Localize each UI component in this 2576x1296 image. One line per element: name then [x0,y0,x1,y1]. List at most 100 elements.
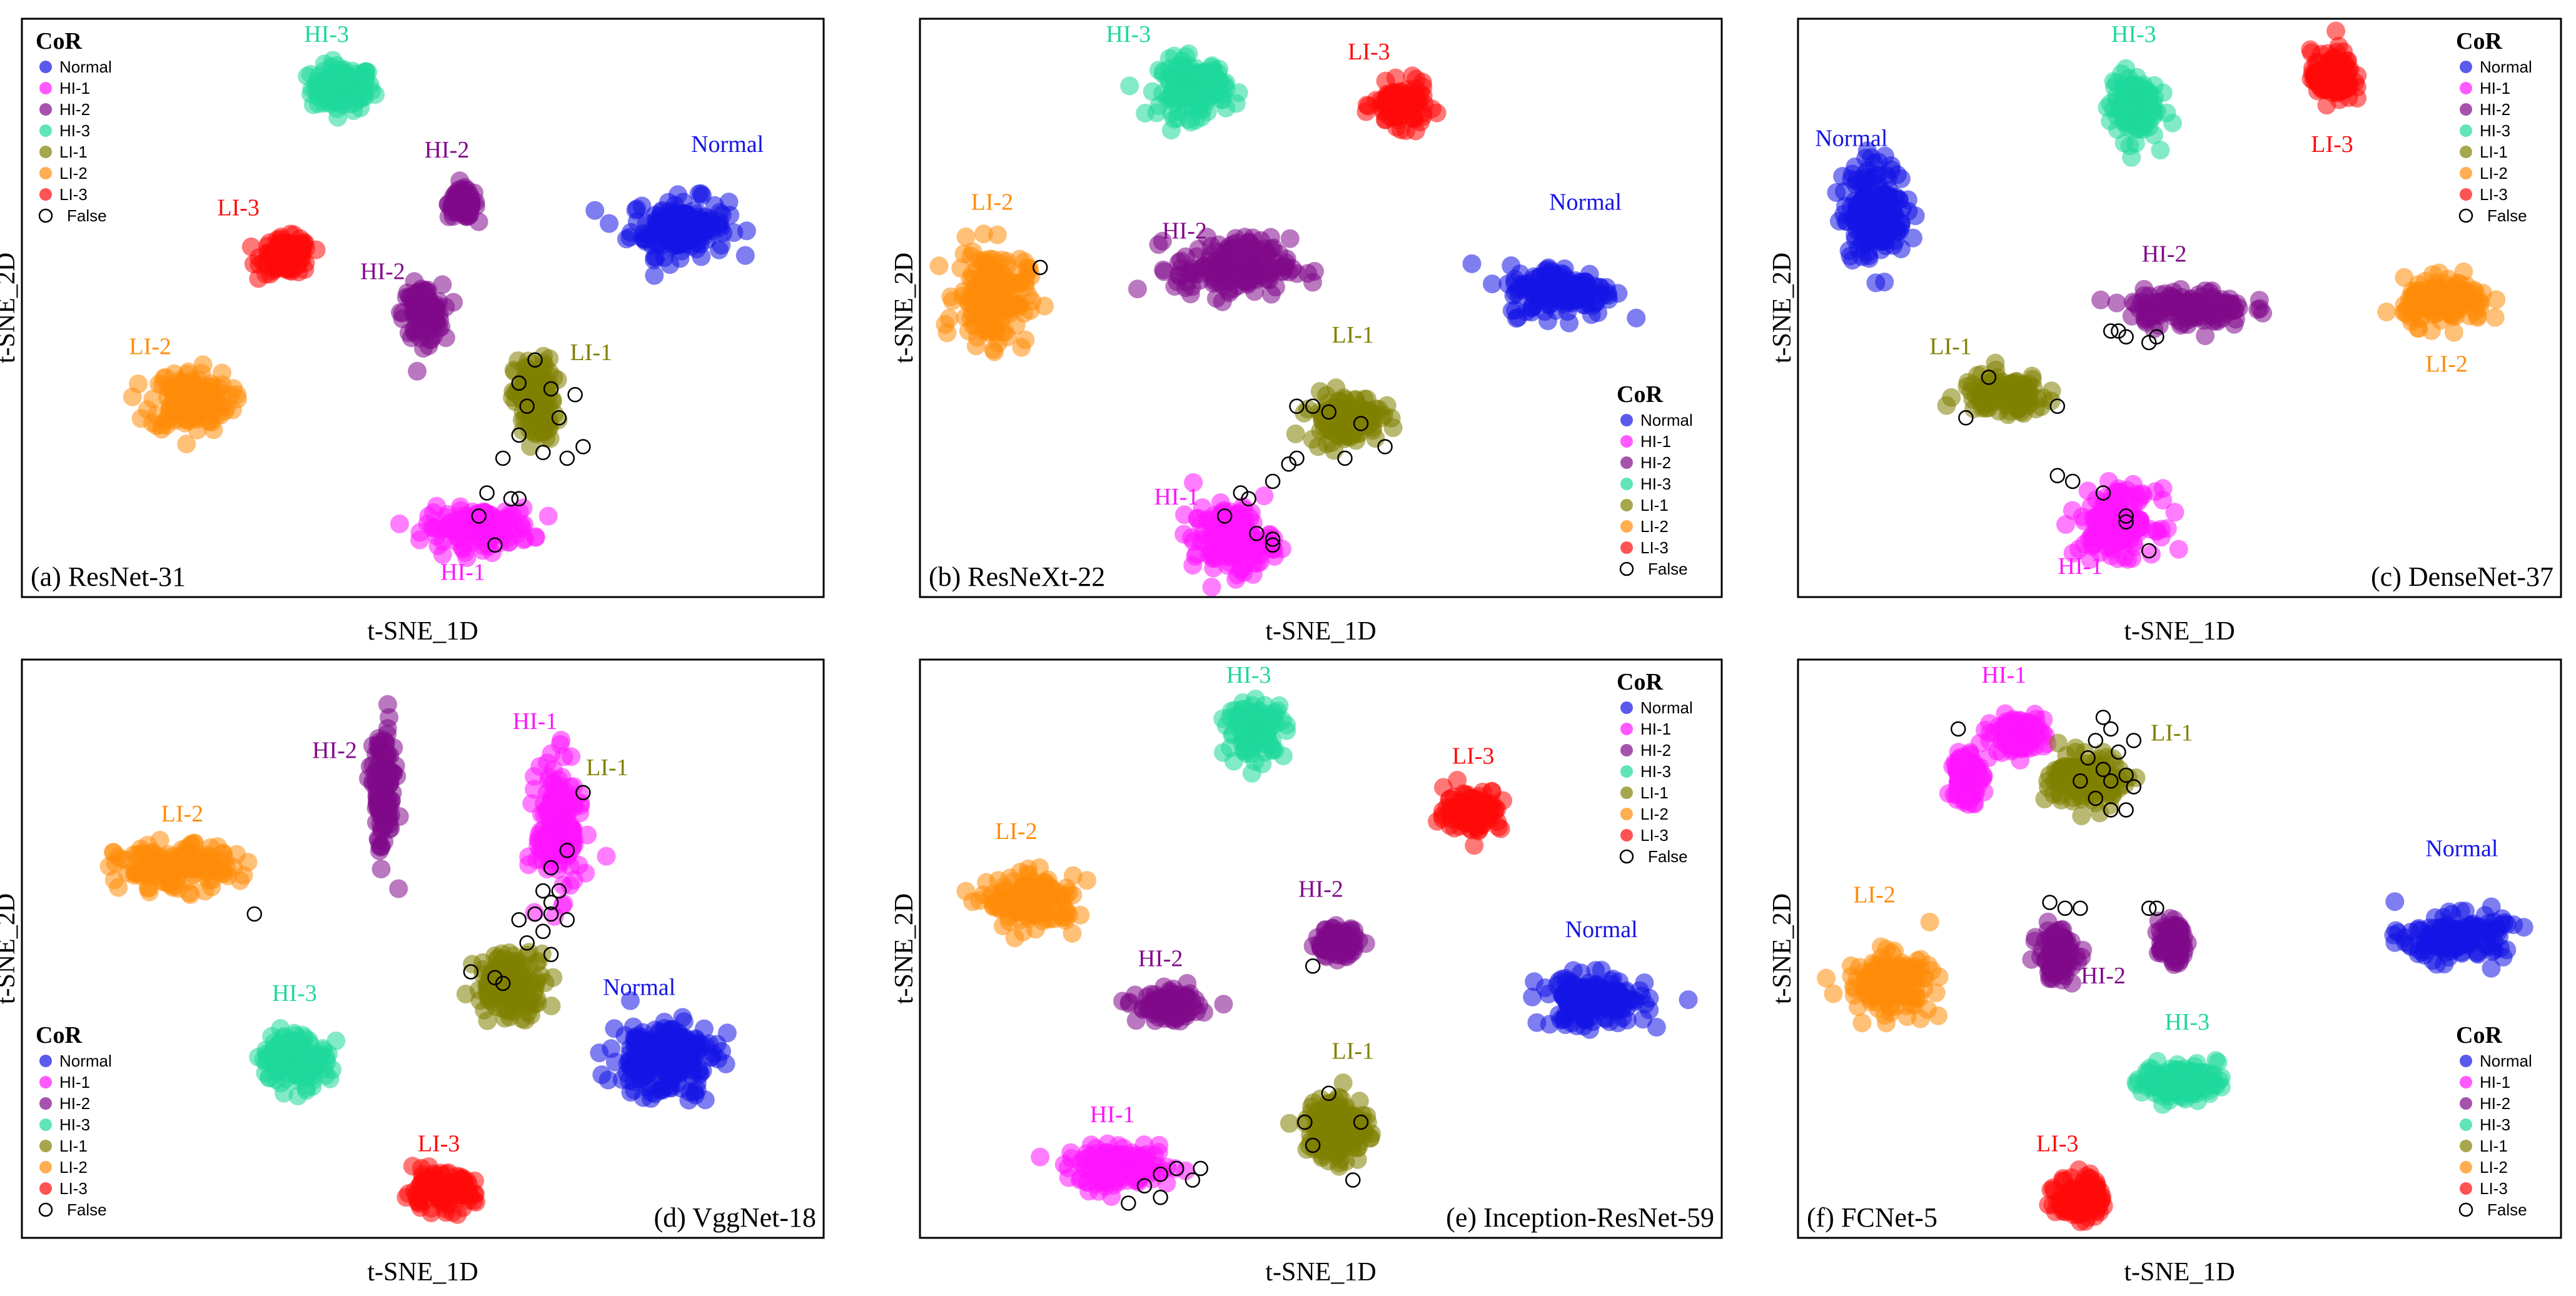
point-hi-2 [1176,247,1195,266]
point-hi-2 [2151,285,2169,304]
point-normal [1531,288,1550,308]
point-li-2 [139,882,159,902]
point-hi-2 [2185,301,2205,320]
legend-marker [39,188,52,201]
false-point [2149,329,2164,345]
point-hi-2 [1240,266,1260,285]
point-hi-3 [356,62,376,81]
legend-title: CoR [2456,28,2502,54]
point-normal [693,186,712,205]
point-li-2 [131,839,150,858]
point-hi-1 [426,518,445,538]
legend-item: LI-3 [59,185,88,204]
point-hi-2 [433,275,452,294]
point-li-2 [1029,895,1049,914]
point-hi-1 [2102,521,2121,540]
point-li-2 [2377,303,2397,321]
point-normal [1865,214,1884,233]
cluster-label: HI-2 [312,737,357,763]
point-hi-2 [1338,925,1358,945]
false-point [1289,398,1305,414]
point-hi-1 [472,523,492,543]
point-hi-3 [2132,108,2151,127]
point-li-2 [989,871,1008,890]
point-hi-2 [2248,300,2268,319]
point-li-2 [2468,306,2487,325]
point-hi-1 [2151,520,2171,539]
point-li-2 [1059,883,1078,902]
point-normal [717,1023,737,1043]
legend-marker [2460,103,2472,116]
point-hi-1 [438,505,457,524]
false-point [2118,329,2134,345]
false-point [519,398,535,414]
point-hi-1 [1182,528,1201,548]
legend-item: LI-2 [2480,164,2508,183]
legend-marker [39,61,52,73]
point-li-2 [2402,312,2421,331]
point-hi-2 [375,747,395,766]
point-hi-3 [1186,59,1206,78]
point-normal [1884,189,1903,208]
point-normal [692,211,712,231]
point-hi-1 [410,523,430,542]
legend-marker [39,1097,52,1110]
point-hi-3 [2116,94,2135,113]
point-normal [1537,264,1557,283]
point-li-3 [1468,793,1488,813]
legend-marker [39,1076,52,1088]
false-point [2095,485,2111,501]
point-li-2 [1012,338,1031,357]
false-point [527,352,543,368]
point-hi-1 [562,747,581,766]
point-hi-3 [275,1040,295,1059]
point-hi-2 [378,787,398,806]
point-hi-2 [1261,284,1281,304]
legend-item: LI-2 [1640,517,1669,536]
point-hi-3 [1158,89,1177,108]
point-li-2 [941,287,961,306]
point-li-1 [527,988,547,1008]
legend-item: HI-1 [59,1073,90,1092]
false-point [511,491,527,507]
point-normal [1462,254,1482,273]
cluster-label: HI-3 [304,21,349,48]
cluster-label: HI-1 [2058,553,2103,580]
point-hi-1 [1211,493,1230,513]
point-hi-1 [1202,578,1221,597]
false-point [1233,485,1249,501]
point-hi-3 [271,1019,290,1038]
point-hi-2 [371,860,391,878]
point-li-2 [985,342,1004,361]
point-li-1 [1310,382,1330,401]
point-li-2 [1012,273,1031,292]
point-normal [735,246,755,265]
point-hi-2 [1214,995,1233,1014]
points-layer [123,51,756,567]
point-hi-2 [408,361,427,381]
legend-item: HI-2 [2480,100,2510,119]
legend-marker [39,103,52,116]
point-hi-1 [433,545,452,565]
point-li-2 [2423,265,2442,284]
point-li-2 [228,385,247,404]
legend-marker [2460,188,2472,201]
point-li-2 [156,368,175,387]
point-li-2 [104,843,123,862]
cluster-label: LI-3 [1348,39,1390,65]
cluster-label: LI-3 [418,1130,460,1157]
false-point [551,410,567,426]
point-hi-1 [2097,496,2116,516]
point-li-1 [2018,396,2038,415]
x-axis-label: t-SNE_1D [367,1258,478,1287]
legend-item: LI-3 [59,1179,88,1198]
point-li-1 [2023,369,2042,389]
false-point [511,427,527,443]
point-li-2 [189,389,208,409]
point-li-1 [1989,401,2009,421]
point-hi-3 [288,1087,308,1105]
point-normal [1483,274,1502,294]
